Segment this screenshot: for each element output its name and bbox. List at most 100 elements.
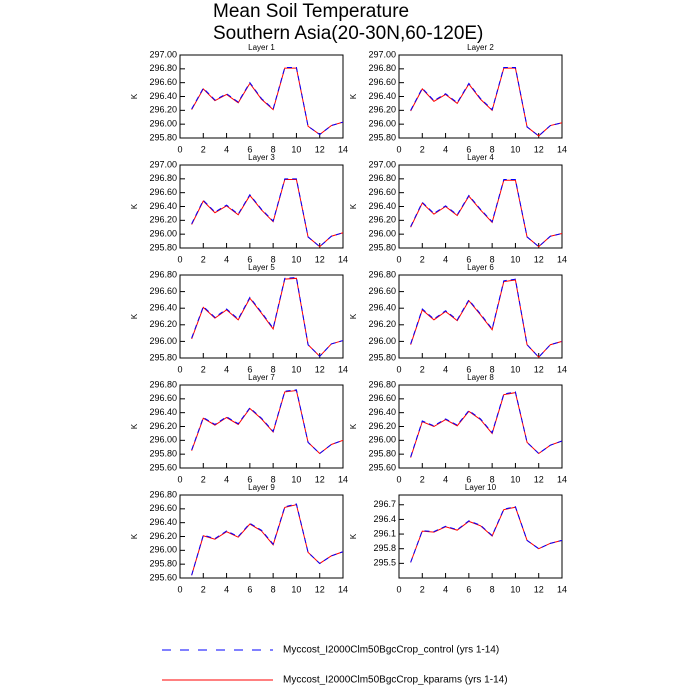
series-line	[410, 179, 563, 248]
x-tick-label: 6	[466, 254, 471, 264]
y-tick-label: 297.00	[368, 49, 396, 59]
panel-title: Layer 5	[248, 263, 275, 272]
x-tick-label: 14	[557, 254, 567, 264]
y-tick-label: 295.80	[368, 352, 396, 362]
main-subtitle: Southern Asia(20-30N,60-120E)	[213, 23, 483, 44]
plot-frame	[179, 274, 344, 359]
x-tick-label: 12	[534, 584, 544, 594]
y-tick-label: 296.60	[149, 187, 177, 197]
panel-title: Layer 1	[248, 43, 275, 52]
x-tick-label: 6	[247, 254, 252, 264]
series-line	[191, 503, 344, 576]
x-tick-label: 2	[420, 584, 425, 594]
x-tick-label: 8	[271, 474, 276, 484]
x-tick-label: 10	[291, 364, 301, 374]
series-line	[191, 179, 344, 248]
x-tick-label: 4	[224, 364, 229, 374]
y-tick-label: 296.40	[368, 407, 396, 417]
legend-label: Myccost_I2000Clm50BgcCrop_control (yrs 1…	[283, 645, 499, 656]
panel-title: Layer 2	[467, 43, 494, 52]
x-tick-label: 10	[510, 254, 520, 264]
x-tick-label: 6	[466, 364, 471, 374]
x-tick-label: 0	[177, 144, 182, 154]
y-axis-label: K	[349, 93, 358, 99]
x-tick-label: 0	[396, 584, 401, 594]
y-tick-label: 296.80	[149, 489, 177, 499]
y-tick-label: 296.20	[149, 531, 177, 541]
y-tick-label: 296.40	[368, 91, 396, 101]
x-tick-label: 2	[201, 144, 206, 154]
x-tick-label: 0	[396, 254, 401, 264]
plot-frame	[179, 164, 344, 249]
y-tick-label: 296.4	[373, 514, 396, 524]
x-tick-label: 4	[224, 254, 229, 264]
series-line	[191, 504, 344, 576]
y-tick-label: 295.60	[149, 462, 177, 472]
y-tick-label: 296.60	[368, 286, 396, 296]
y-tick-label: 296.00	[368, 336, 396, 346]
x-tick-label: 0	[177, 474, 182, 484]
y-tick-label: 296.80	[149, 379, 177, 389]
x-tick-label: 8	[271, 584, 276, 594]
y-tick-label: 296.20	[368, 319, 396, 329]
panel-title: Layer 4	[467, 153, 494, 162]
y-tick-label: 296.20	[368, 215, 396, 225]
x-tick-label: 0	[177, 364, 182, 374]
y-tick-label: 296.80	[149, 269, 177, 279]
x-tick-label: 2	[420, 254, 425, 264]
series-line	[410, 67, 563, 137]
x-tick-label: 2	[201, 254, 206, 264]
y-tick-label: 296.1	[373, 528, 396, 538]
x-tick-label: 6	[247, 474, 252, 484]
x-tick-label: 14	[557, 144, 567, 154]
x-tick-label: 8	[490, 584, 495, 594]
x-tick-label: 14	[338, 584, 348, 594]
y-tick-label: 295.80	[149, 242, 177, 252]
x-tick-label: 2	[201, 364, 206, 374]
series-line	[191, 389, 344, 455]
x-tick-label: 8	[271, 144, 276, 154]
x-tick-label: 10	[510, 584, 520, 594]
x-tick-label: 10	[291, 474, 301, 484]
x-tick-label: 4	[443, 584, 448, 594]
x-tick-label: 2	[201, 584, 206, 594]
y-axis-label: K	[349, 203, 358, 209]
y-tick-label: 296.40	[149, 517, 177, 527]
x-tick-label: 6	[466, 584, 471, 594]
x-tick-label: 4	[443, 364, 448, 374]
y-tick-label: 296.40	[149, 201, 177, 211]
panel-title: Layer 3	[248, 153, 275, 162]
y-tick-label: 296.60	[149, 286, 177, 296]
x-tick-label: 14	[338, 144, 348, 154]
x-tick-label: 14	[557, 584, 567, 594]
y-tick-label: 296.60	[149, 77, 177, 87]
y-tick-label: 296.20	[149, 105, 177, 115]
x-tick-label: 10	[291, 584, 301, 594]
x-tick-label: 0	[177, 254, 182, 264]
y-tick-label: 296.00	[149, 336, 177, 346]
x-tick-label: 10	[510, 364, 520, 374]
panel-title: Layer 8	[467, 373, 494, 382]
x-tick-label: 0	[177, 584, 182, 594]
y-tick-label: 296.80	[149, 173, 177, 183]
y-tick-label: 296.60	[149, 393, 177, 403]
y-tick-label: 295.80	[149, 559, 177, 569]
y-tick-label: 297.00	[149, 159, 177, 169]
y-tick-label: 295.8	[373, 543, 396, 553]
x-tick-label: 10	[510, 144, 520, 154]
x-tick-label: 8	[271, 254, 276, 264]
x-tick-label: 8	[490, 144, 495, 154]
y-axis-label: K	[349, 313, 358, 319]
y-tick-label: 295.5	[373, 558, 396, 568]
x-tick-label: 0	[396, 144, 401, 154]
x-tick-label: 2	[420, 474, 425, 484]
y-tick-label: 296.20	[368, 105, 396, 115]
y-axis-label: K	[130, 93, 139, 99]
y-tick-label: 296.80	[368, 269, 396, 279]
x-tick-label: 2	[420, 144, 425, 154]
y-tick-label: 295.80	[149, 352, 177, 362]
x-tick-label: 10	[510, 474, 520, 484]
series-line	[410, 66, 563, 137]
x-tick-label: 12	[315, 474, 325, 484]
series-line	[191, 178, 344, 248]
